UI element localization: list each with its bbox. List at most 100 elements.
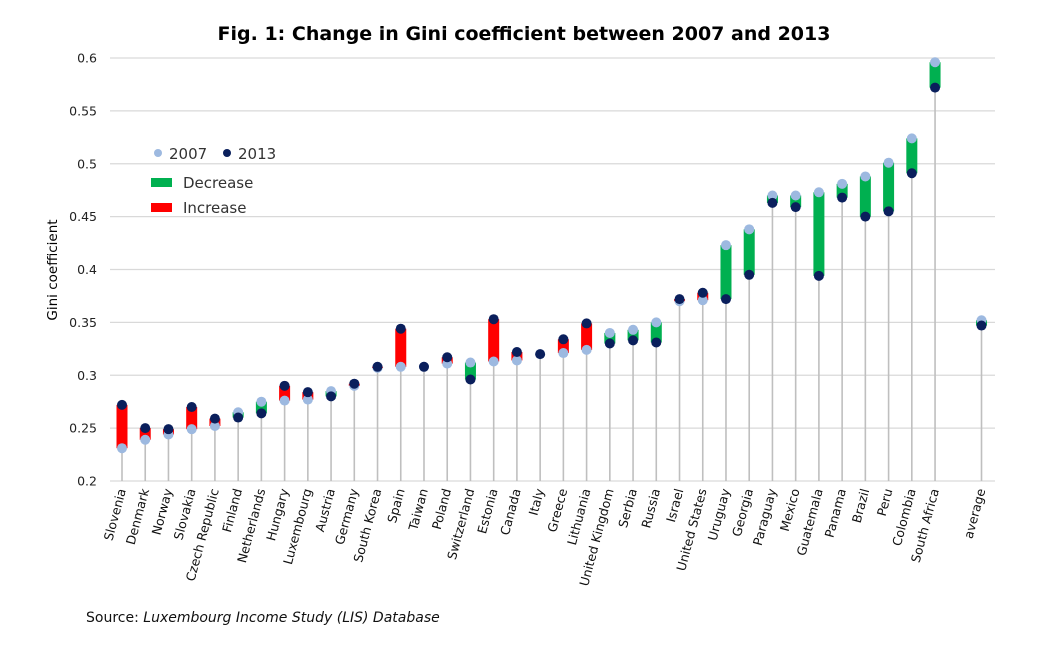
x-tick-label: Estonia	[474, 487, 500, 535]
point-2007	[883, 157, 894, 168]
point-2013	[256, 408, 267, 419]
point-2013	[326, 391, 337, 402]
point-2013	[651, 337, 662, 348]
x-tick-label: Brazil	[849, 487, 873, 525]
x-tick-label: Mexico	[777, 487, 803, 533]
source-name: Luxembourg Income Study (LIS) Database	[143, 610, 440, 626]
point-2013	[837, 192, 848, 203]
legend-decrease-swatch	[151, 178, 172, 187]
point-2013	[860, 211, 871, 222]
point-2013	[813, 270, 824, 281]
chart-title: Fig. 1: Change in Gini coefficient betwe…	[218, 23, 831, 45]
point-2007	[395, 361, 406, 372]
point-2013	[906, 168, 917, 179]
x-tick-label: Italy	[526, 486, 548, 517]
increase-bar	[186, 406, 198, 430]
decrease-bar	[464, 362, 476, 380]
point-2013	[302, 387, 313, 398]
y-tick-label: 0.3	[77, 368, 97, 383]
point-2013	[140, 423, 151, 434]
point-2013	[395, 323, 406, 334]
y-tick-label: 0.35	[69, 315, 97, 330]
point-2013	[535, 349, 546, 360]
x-tick-label: Norway	[149, 486, 176, 536]
point-2007	[697, 295, 708, 306]
point-2013	[558, 334, 569, 345]
point-2013	[581, 318, 592, 329]
point-2007	[628, 324, 639, 335]
increase-bar	[557, 339, 569, 354]
point-2007	[488, 356, 499, 367]
legend-2007-label: 2007	[169, 145, 207, 163]
legend-decrease-label: Decrease	[183, 174, 253, 192]
point-2013	[418, 361, 429, 372]
point-2007	[651, 317, 662, 328]
decrease-bar	[743, 229, 755, 275]
decrease-bar	[627, 329, 639, 341]
point-2007	[813, 187, 824, 198]
point-2007	[558, 348, 569, 359]
legend-increase-swatch	[151, 203, 172, 212]
point-2013	[790, 202, 801, 213]
point-2007	[906, 133, 917, 144]
x-tick-label: Georgia	[729, 487, 756, 538]
increase-bar	[488, 319, 500, 362]
point-2007	[767, 190, 778, 201]
decrease-bar	[604, 332, 616, 344]
legend-2013-label: 2013	[238, 145, 276, 163]
point-2013	[117, 399, 127, 410]
legend-increase-label: Increase	[183, 199, 246, 217]
point-2013	[511, 346, 522, 357]
point-2013	[604, 338, 615, 349]
y-axis-ticks: 0.2 0.25 0.3 0.35 0.4 0.45 0.5 0.55 0.6	[69, 51, 97, 489]
point-2013	[767, 197, 778, 208]
point-2007	[186, 424, 197, 435]
point-2013	[209, 413, 220, 424]
decrease-bar	[906, 138, 918, 174]
x-tick-label: Taiwan	[405, 487, 431, 533]
point-2007	[930, 57, 941, 68]
point-2007	[581, 344, 592, 355]
point-2007	[744, 224, 755, 235]
point-2013	[697, 287, 708, 298]
x-tick-label: Israel	[663, 487, 686, 524]
x-tick-label: Finland	[219, 487, 245, 534]
increase-bar	[395, 328, 407, 367]
y-tick-label: 0.6	[77, 51, 97, 66]
decrease-bar	[836, 183, 848, 198]
increase-bar	[139, 428, 151, 440]
y-tick-label: 0.45	[69, 209, 97, 224]
data-points	[117, 57, 987, 454]
point-2007	[465, 357, 476, 368]
gridlines	[110, 57, 995, 482]
increase-bar	[116, 404, 128, 449]
point-2007	[511, 355, 522, 366]
point-2007	[140, 434, 151, 445]
decrease-bar	[650, 322, 662, 343]
point-2007	[720, 240, 731, 251]
decrease-bar	[929, 62, 941, 88]
x-tick-label: Poland	[429, 487, 454, 531]
point-2013	[233, 412, 244, 423]
point-2013	[186, 401, 197, 412]
stems	[121, 87, 983, 481]
x-tick-label: Canada	[497, 487, 524, 537]
point-2013	[720, 294, 731, 305]
point-2007	[837, 178, 848, 189]
point-2013	[930, 82, 941, 93]
point-2007	[604, 327, 615, 338]
source-prefix: Source:	[86, 610, 144, 626]
legend-2013-marker	[223, 149, 231, 157]
point-2013	[372, 361, 383, 372]
x-tick-label: Austria	[312, 487, 338, 534]
increase-bar	[279, 385, 291, 401]
legend-2007-marker	[154, 149, 162, 157]
increase-bar	[581, 323, 593, 350]
x-tick-label: Peru	[874, 487, 896, 518]
point-2007	[790, 190, 801, 201]
point-2007	[860, 171, 871, 182]
point-2007	[279, 395, 290, 406]
decrease-bar	[883, 162, 895, 212]
